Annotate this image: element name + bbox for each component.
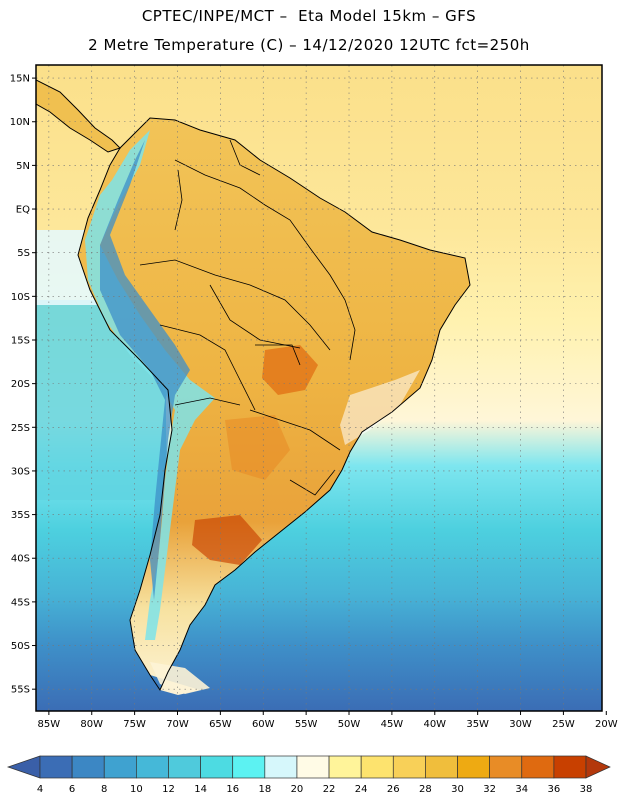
- lon-tick-label: 75W: [123, 719, 146, 730]
- colorbar-label: 20: [291, 784, 304, 795]
- tierra-del-fuego: [150, 662, 210, 694]
- colorbar-swatch: [553, 755, 587, 779]
- southern-brazil-coast-cool: [340, 370, 420, 445]
- colorbar-swatch: [103, 755, 137, 779]
- colorbar-label: 28: [419, 784, 432, 795]
- central-america-land: [36, 80, 120, 152]
- lat-tick-label: 20S: [11, 379, 30, 390]
- map-frame: [35, 64, 603, 712]
- lon-tick-label: 35W: [466, 719, 489, 730]
- lat-tick-label: 5S: [17, 248, 30, 259]
- colorbar-label: 18: [258, 784, 271, 795]
- colorbar-swatch: [232, 755, 266, 779]
- colorbar-label: 6: [69, 784, 75, 795]
- lon-tick-label: 65W: [209, 719, 232, 730]
- lon-tick-label: 40W: [423, 719, 446, 730]
- colorbar-swatch: [328, 755, 362, 779]
- hotspot-pampas: [225, 415, 290, 480]
- colorbar-low-arrow: [6, 755, 41, 779]
- lon-tick-label: 60W: [252, 719, 275, 730]
- colorbar-label: 36: [548, 784, 561, 795]
- colorbar-swatch: [200, 755, 234, 779]
- colorbar-label: 14: [194, 784, 207, 795]
- lon-tick-label: 85W: [38, 719, 61, 730]
- longitude-axis: 85W 80W 75W 70W 65W 60W 55W 50W 45W 40W 35W 30W 25W 2…: [38, 711, 618, 730]
- lat-tick-label: 50S: [11, 641, 30, 652]
- colorbar-swatch: [71, 755, 105, 779]
- colorbar-label: 26: [387, 784, 400, 795]
- colorbar-label: 30: [451, 784, 464, 795]
- colorbar-swatch: [392, 755, 426, 779]
- lat-tick-label: 55S: [11, 685, 30, 696]
- central-america-coastline: [36, 79, 121, 153]
- latitude-axis: 15N 10N 5N EQ 5S 10S 15S 20S 25S 30S 35S 40S 45S 50S 5…: [10, 74, 36, 696]
- lat-tick-label: 35S: [11, 510, 30, 521]
- colorbar-swatch: [521, 755, 555, 779]
- lat-tick-label: 5N: [16, 161, 30, 172]
- lon-tick-label: 50W: [338, 719, 361, 730]
- colorbar-swatch: [264, 755, 298, 779]
- andes-core: [100, 140, 190, 600]
- colorbar-label: 22: [323, 784, 336, 795]
- colorbar-swatch: [489, 755, 523, 779]
- lat-tick-label: 15N: [10, 74, 30, 85]
- colorbar-swatch: [39, 755, 73, 779]
- lat-lon-gridlines: [36, 65, 602, 711]
- lat-tick-label: 45S: [11, 597, 30, 608]
- lat-tick-label: 40S: [11, 554, 30, 565]
- colorbar-label: 8: [101, 784, 107, 795]
- lat-tick-label: 10S: [11, 292, 30, 303]
- colorbar-swatch: [360, 755, 394, 779]
- lon-tick-label: 20W: [595, 719, 618, 730]
- lat-tick-label: EQ: [16, 205, 30, 216]
- lon-tick-label: 80W: [80, 719, 103, 730]
- colorbar-swatch: [425, 755, 458, 779]
- andes-cold-strip: [85, 130, 215, 640]
- coastline: [77, 117, 471, 692]
- hotspot-central: [262, 345, 318, 395]
- lat-tick-label: 10N: [10, 117, 30, 128]
- colorbar-swatch: [296, 755, 330, 779]
- lon-tick-label: 30W: [509, 719, 532, 730]
- colorbar-swatch: [136, 755, 169, 779]
- colorbar-label: 4: [37, 784, 43, 795]
- lon-tick-label: 70W: [166, 719, 189, 730]
- lon-tick-label: 45W: [381, 719, 404, 730]
- colorbar-label: 16: [226, 784, 239, 795]
- colorbar-label: 24: [355, 784, 368, 795]
- lat-tick-label: 30S: [11, 466, 30, 477]
- colorbar-swatch: [457, 755, 490, 779]
- colorbar-label: 38: [580, 784, 593, 795]
- temperature-colorbar: 4 6 8 10 12 14 16 18 20 22 24 26 28 30 32 34 36 38: [6, 755, 611, 795]
- lat-tick-label: 25S: [11, 423, 30, 434]
- title-line-1: CPTEC/INPE/MCT – Eta Model 15km – GFS: [141, 7, 477, 25]
- south-america-land: [78, 118, 470, 695]
- lat-tick-label: 15S: [11, 335, 30, 346]
- colorbar-swatch: [168, 755, 201, 779]
- colorbar-high-arrow: [585, 755, 611, 779]
- title-line-2: 2 Metre Temperature (C) – 14/12/2020 12U…: [88, 36, 530, 54]
- colorbar-label: 32: [483, 784, 496, 795]
- temperature-map: 15N 10N 5N EQ 5S 10S 15S 20S 25S 30S 35S 40S 45S 50S 5…: [10, 64, 618, 730]
- lon-tick-label: 25W: [552, 719, 575, 730]
- hotspot-patagonia: [192, 515, 262, 565]
- colorbar-label: 12: [162, 784, 175, 795]
- colorbar-label: 10: [130, 784, 143, 795]
- political-borders: [139, 139, 356, 496]
- lon-tick-label: 55W: [295, 719, 318, 730]
- colorbar-label: 34: [515, 784, 528, 795]
